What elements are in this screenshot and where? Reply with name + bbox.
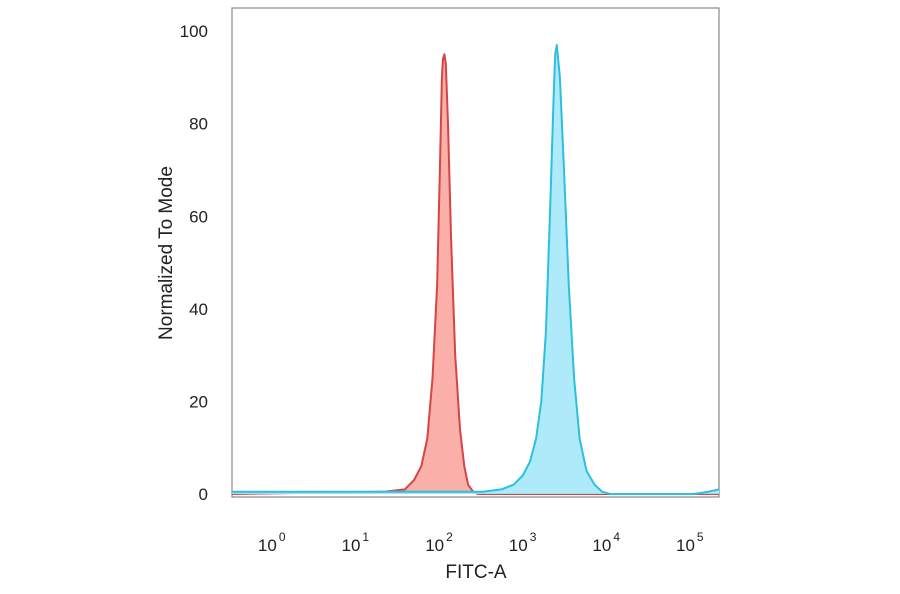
- y-tick-label: 40: [189, 300, 208, 319]
- x-axis-title: FITC-A: [445, 562, 507, 583]
- y-tick-label: 60: [189, 207, 208, 226]
- x-tick-label: 10 0: [258, 530, 286, 555]
- x-tick-label: 10 4: [592, 530, 620, 555]
- y-tick-label: 80: [189, 115, 208, 134]
- y-tick-label: 20: [189, 392, 208, 411]
- y-tick-label: 0: [199, 485, 208, 504]
- y-axis-title: Normalized To Mode: [156, 166, 177, 340]
- x-tick-label: 10 2: [425, 530, 453, 555]
- x-tick-label: 10 5: [676, 530, 704, 555]
- y-axis-ticks: 0 20 40 60 80 100: [180, 22, 208, 504]
- histogram-outline-2: [232, 44, 720, 495]
- y-tick-label: 100: [180, 22, 208, 41]
- series-layer: [231, 44, 720, 495]
- x-axis-ticks: 10 0 10 1 10 2 10 3 10 4 10 5: [258, 530, 704, 555]
- plot-frame: [231, 7, 720, 498]
- histogram-series-2: [232, 44, 720, 495]
- x-tick-label: 10 1: [341, 530, 369, 555]
- x-tick-label: 10 3: [509, 530, 537, 555]
